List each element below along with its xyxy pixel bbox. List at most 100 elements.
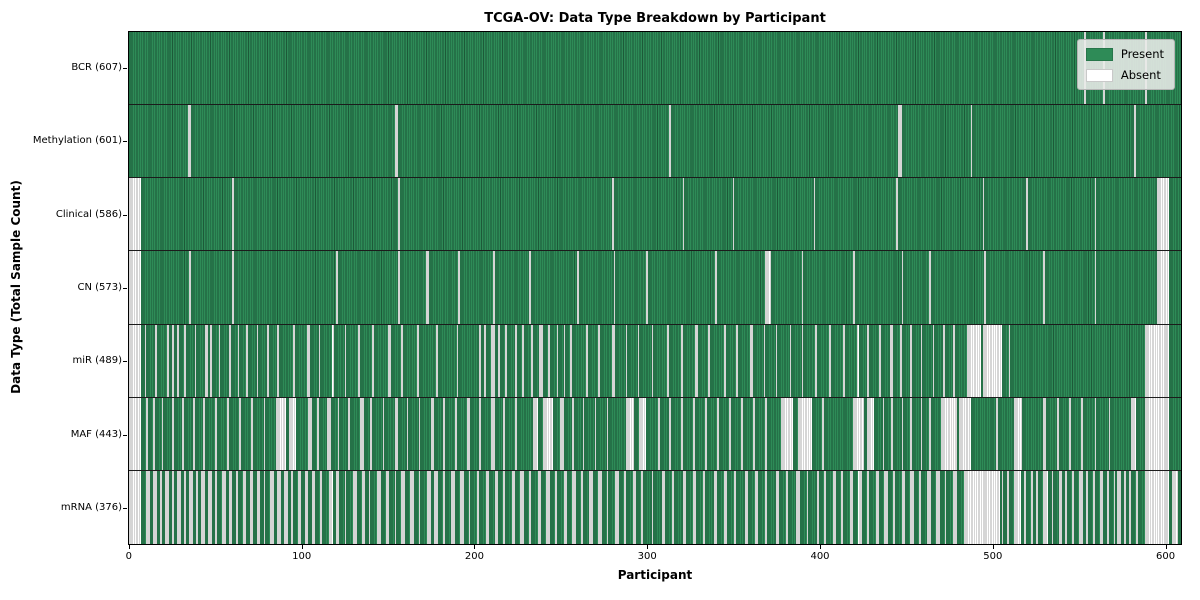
present-segment: [1032, 470, 1037, 544]
present-segment: [665, 470, 673, 544]
absent-segment: [920, 324, 923, 398]
absent-segment: [387, 324, 392, 398]
absent-segment: [651, 324, 654, 398]
present-segment: [265, 397, 276, 471]
absent-segment: [368, 470, 371, 544]
present-segment: [308, 470, 312, 544]
present-segment: [318, 397, 328, 471]
present-segment: [380, 470, 386, 544]
present-segment: [634, 397, 640, 471]
present-segment: [444, 470, 452, 544]
absent-segment: [637, 324, 640, 398]
absent-segment: [611, 178, 614, 252]
absent-segment: [153, 470, 157, 544]
absent-segment: [215, 397, 217, 471]
absent-segment: [982, 324, 1002, 398]
absent-segment: [929, 251, 931, 325]
absent-segment: [841, 470, 843, 544]
absent-segment: [353, 470, 357, 544]
absent-segment: [1058, 470, 1062, 544]
present-swatch: [1085, 47, 1113, 61]
present-segment: [504, 470, 512, 544]
absent-segment: [1080, 397, 1083, 471]
absent-segment: [129, 251, 142, 325]
present-segment: [156, 470, 161, 544]
present-segment: [734, 178, 814, 252]
absent-segment: [606, 397, 609, 471]
present-segment: [232, 470, 236, 544]
present-segment: [280, 470, 285, 544]
absent-segment: [1008, 324, 1011, 398]
present-segment: [542, 324, 549, 398]
absent-segment: [932, 324, 935, 398]
absent-segment: [1079, 470, 1083, 544]
present-segment: [517, 324, 523, 398]
present-segment: [537, 397, 543, 471]
y-tick-label-Methylation: Methylation (601): [32, 135, 122, 147]
present-segment: [494, 397, 504, 471]
present-segment: [955, 324, 968, 398]
absent-segment: [667, 324, 669, 398]
present-segment: [1096, 251, 1157, 325]
present-segment: [880, 324, 890, 398]
y-tick-label-MAF: MAF (443): [70, 428, 122, 440]
absent-segment: [867, 470, 869, 544]
x-tick-mark: [1165, 545, 1167, 549]
present-segment: [479, 470, 486, 544]
absent-segment: [515, 397, 518, 471]
absent-segment: [763, 324, 766, 398]
present-segment: [141, 251, 190, 325]
absent-segment: [632, 470, 637, 544]
absent-segment: [456, 324, 459, 398]
absent-segment: [165, 470, 169, 544]
present-segment: [1168, 178, 1181, 252]
present-segment: [868, 324, 880, 398]
y-tick-mark: [123, 141, 127, 143]
present-segment: [154, 397, 162, 471]
present-segment: [147, 397, 154, 471]
present-segment: [530, 251, 578, 325]
absent-segment: [215, 470, 217, 544]
present-segment: [1125, 470, 1130, 544]
present-segment: [1074, 470, 1080, 544]
absent-segment: [943, 324, 945, 398]
present-segment: [615, 251, 647, 325]
present-segment: [404, 470, 411, 544]
absent-segment: [348, 397, 350, 471]
absent-segment: [491, 397, 495, 471]
absent-segment: [229, 470, 233, 544]
present-segment: [168, 324, 173, 398]
absent-segment: [1043, 470, 1049, 544]
absent-segment: [646, 251, 649, 325]
absent-segment: [218, 324, 221, 398]
present-segment: [301, 470, 305, 544]
absent-segment: [435, 324, 438, 398]
present-segment: [320, 324, 333, 398]
present-segment: [892, 324, 900, 398]
present-segment: [1136, 105, 1181, 179]
present-segment: [1168, 324, 1181, 398]
absent-segment: [1086, 470, 1088, 544]
present-segment: [197, 470, 202, 544]
absent-segment: [970, 105, 973, 179]
present-segment: [403, 324, 417, 398]
absent-segment: [298, 470, 302, 544]
present-segment: [803, 251, 854, 325]
present-segment: [253, 397, 264, 471]
present-segment: [330, 397, 338, 471]
absent-segment: [1068, 397, 1071, 471]
absent-segment: [901, 470, 906, 544]
present-segment: [506, 324, 516, 398]
absent-segment: [398, 251, 400, 325]
absent-segment: [613, 251, 616, 325]
present-segment: [1168, 251, 1181, 325]
absent-segment: [755, 470, 759, 544]
present-segment: [413, 470, 419, 544]
present-segment: [204, 397, 216, 471]
absent-segment: [189, 251, 192, 325]
absent-segment: [410, 470, 414, 544]
y-tick-mark: [123, 434, 127, 436]
absent-segment: [765, 397, 768, 471]
absent-segment: [172, 397, 174, 471]
absent-segment: [594, 397, 597, 471]
